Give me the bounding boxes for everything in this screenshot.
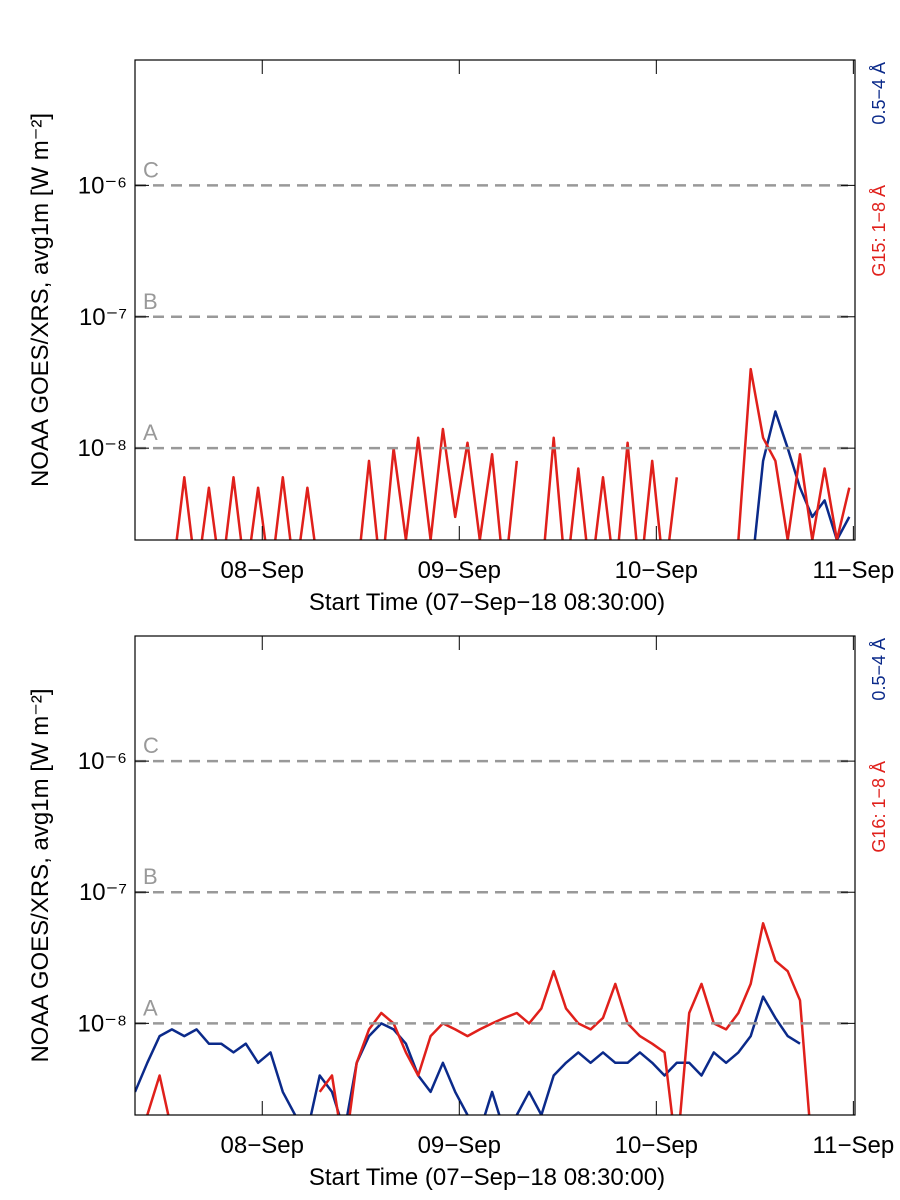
series-line bbox=[753, 410, 851, 540]
x-tick-label: 11−Sep bbox=[813, 1132, 895, 1159]
legend-entry: 0.5−4 Å bbox=[869, 638, 889, 701]
y-tick-label: 10⁻⁸ bbox=[78, 435, 128, 462]
x-tick-label: 10−Sep bbox=[615, 557, 698, 584]
series-line bbox=[175, 367, 851, 540]
y-tick-label: 10⁻⁸ bbox=[78, 1010, 128, 1037]
y-tick-label: 10⁻⁷ bbox=[79, 879, 127, 906]
x-tick-label: 10−Sep bbox=[615, 1132, 698, 1159]
y-axis-label: NOAA GOES/XRS, avg1m [W m⁻²] bbox=[27, 688, 54, 1062]
plot-area bbox=[135, 922, 811, 1115]
legend-entry: G16: 1−8 Å bbox=[869, 761, 889, 853]
threshold-label: A bbox=[143, 995, 158, 1020]
threshold-label: C bbox=[143, 733, 159, 758]
x-tick-label: 08−Sep bbox=[221, 1132, 304, 1159]
threshold-label: B bbox=[143, 289, 158, 314]
threshold-label: B bbox=[143, 864, 158, 889]
series-line bbox=[135, 995, 801, 1115]
y-tick-label: 10⁻⁷ bbox=[79, 304, 127, 331]
y-tick-label: 10⁻⁶ bbox=[78, 748, 127, 775]
x-axis-label: Start Time (07−Sep−18 08:30:00) bbox=[309, 589, 665, 616]
x-tick-label: 11−Sep bbox=[813, 557, 895, 584]
legend-entry: 0.5−4 Å bbox=[869, 62, 889, 125]
x-tick-label: 09−Sep bbox=[418, 557, 501, 584]
y-axis-label: NOAA GOES/XRS, avg1m [W m⁻²] bbox=[27, 113, 54, 487]
y-tick-label: 10⁻⁶ bbox=[78, 172, 127, 199]
axes-frame bbox=[134, 635, 856, 1116]
axes-frame bbox=[134, 59, 856, 541]
legend-entry: G15: 1−8 Å bbox=[869, 185, 889, 277]
x-tick-label: 09−Sep bbox=[418, 1132, 501, 1159]
threshold-label: A bbox=[143, 420, 158, 445]
x-tick-label: 08−Sep bbox=[221, 557, 304, 584]
plot-area bbox=[175, 367, 851, 540]
x-axis-label: Start Time (07−Sep−18 08:30:00) bbox=[309, 1164, 665, 1191]
threshold-label: C bbox=[143, 157, 159, 182]
series-line bbox=[146, 922, 811, 1115]
